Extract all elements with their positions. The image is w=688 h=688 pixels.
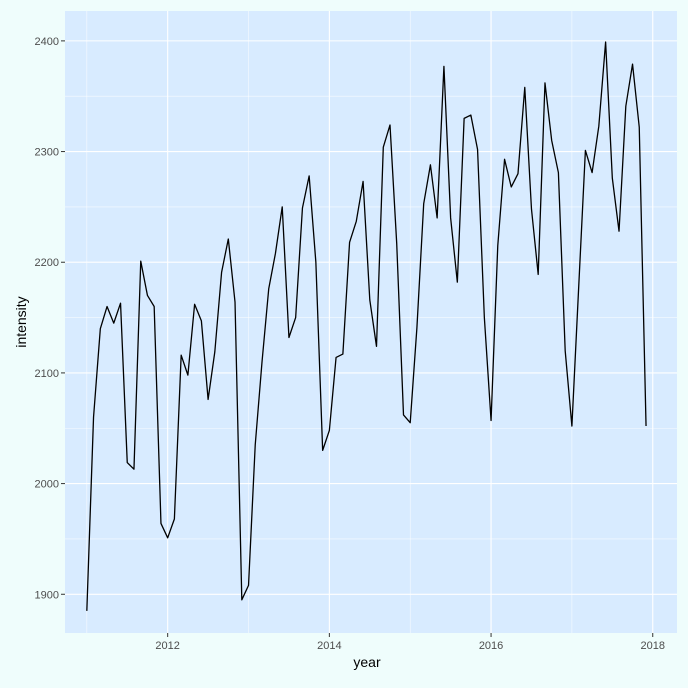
- y-axis-title: intensity: [13, 296, 29, 347]
- y-tick-label: 2400: [35, 36, 59, 48]
- major-gridlines: [65, 11, 677, 633]
- x-tick-label: 2018: [641, 640, 665, 652]
- x-axis: 2012 2014 2016 2018: [155, 633, 665, 652]
- x-tick-label: 2012: [155, 640, 179, 652]
- plot-panel: [65, 11, 677, 633]
- series-line: [86, 41, 647, 611]
- y-tick-label: 2000: [35, 479, 59, 491]
- x-tick-label: 2016: [479, 640, 503, 652]
- x-tick-label: 2014: [317, 640, 341, 652]
- y-tick-label: 2300: [35, 147, 59, 159]
- minor-gridlines: [65, 11, 677, 633]
- x-axis-title: year: [353, 654, 381, 670]
- y-tick-label: 2200: [35, 257, 59, 269]
- y-tick-label: 2100: [35, 368, 59, 380]
- y-tick-label: 1900: [35, 589, 59, 601]
- y-axis: 1900 2000 2100 2200 2300 2400: [35, 36, 65, 601]
